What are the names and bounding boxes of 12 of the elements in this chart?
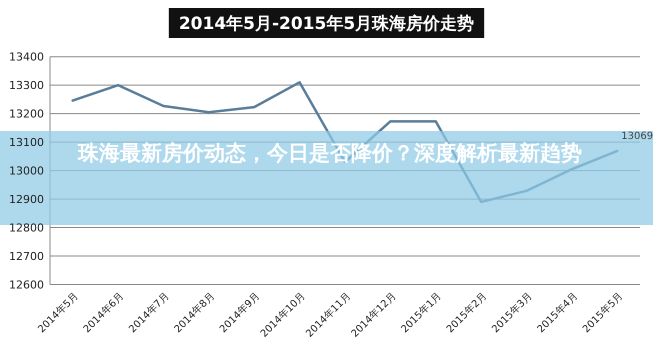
y-tick-label: 13300 [9, 79, 44, 92]
y-tick-label: 12700 [9, 250, 44, 264]
data-label: 13069 [621, 130, 653, 142]
y-tick-label: 13200 [9, 108, 44, 121]
y-tick-label: 13100 [9, 136, 44, 150]
y-tick-label: 13400 [9, 50, 44, 64]
chart-title: 2014年5月-2015年5月珠海房价走势 [178, 14, 474, 34]
annotation: 珠海最新房价动态，今日是否降价？深度解析最新趋势 [76, 140, 583, 167]
y-tick-label: 12600 [9, 278, 44, 292]
y-tick-label: 13000 [9, 164, 44, 178]
y-tick-label: 12800 [9, 222, 44, 235]
y-tick-label: 12900 [9, 193, 44, 206]
